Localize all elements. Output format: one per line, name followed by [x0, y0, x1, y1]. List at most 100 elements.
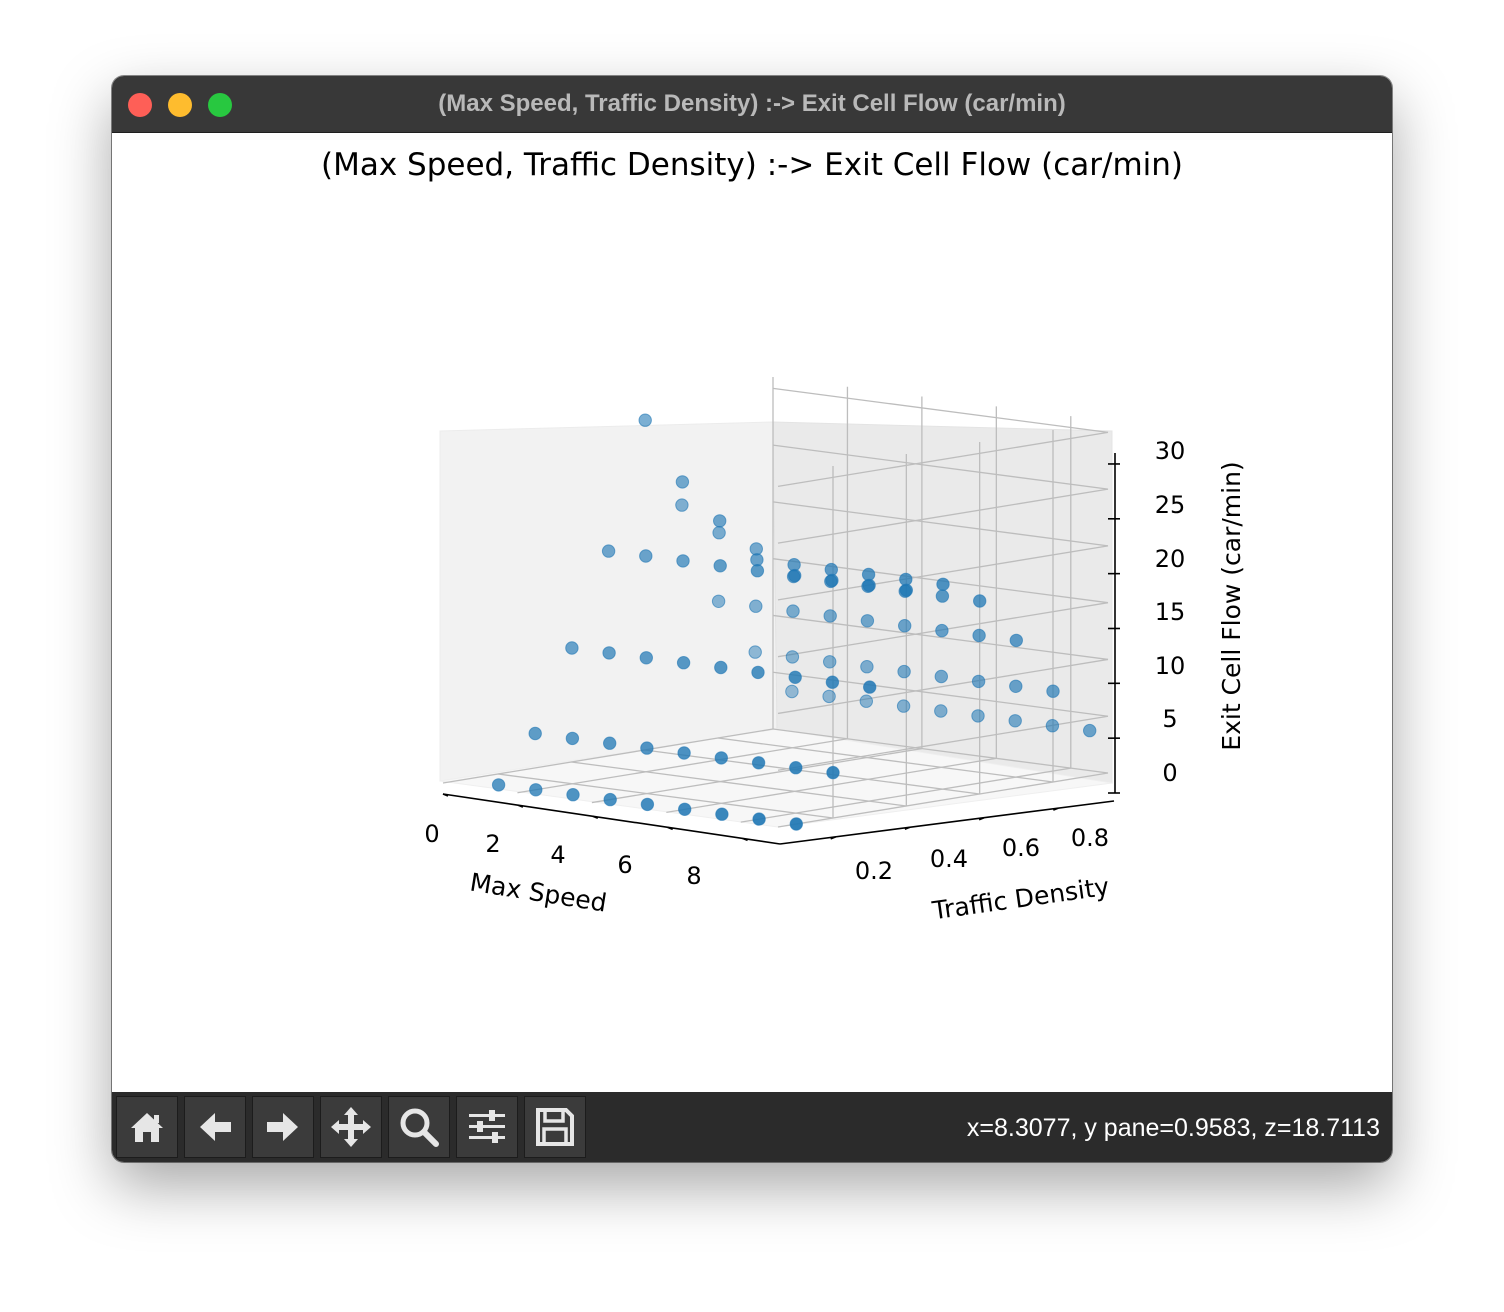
figure-canvas[interactable]: (Max Speed, Traffic Density) :-> Exit Ce… — [112, 133, 1392, 1091]
scatter-point — [1009, 679, 1023, 693]
maximize-window-button[interactable] — [208, 93, 232, 117]
scatter-point — [862, 578, 876, 593]
z-axis-label: Exit Cell Flow (car/min) — [1217, 461, 1246, 750]
scatter-point — [715, 807, 729, 821]
scatter-point — [860, 614, 875, 628]
pane-grid-line — [777, 658, 1109, 715]
scatter-point — [972, 628, 986, 643]
scatter-point — [973, 594, 987, 608]
pane-grid-line — [772, 614, 1109, 661]
scatter-point — [785, 650, 800, 664]
x-axis-tick — [667, 826, 673, 831]
scatter-point — [565, 731, 580, 746]
scatter-point — [934, 669, 948, 684]
scatter-point — [491, 778, 506, 792]
scatter-point — [711, 594, 726, 608]
pane-grid-line — [777, 545, 1109, 601]
scatter-point — [640, 741, 654, 755]
scatter-point — [603, 792, 617, 807]
scatter-point — [601, 544, 616, 558]
scatter-point — [751, 665, 765, 680]
configure-subplots-button[interactable] — [456, 1096, 518, 1158]
x-axis-tick — [517, 804, 524, 808]
pane-grid-line — [777, 772, 1109, 828]
scatter-point — [1046, 684, 1060, 698]
scatter-point — [529, 783, 543, 797]
z-tick-label: 15 — [1155, 598, 1186, 626]
scatter-point — [971, 674, 986, 689]
z-tick-label: 5 — [1162, 705, 1177, 733]
scatter-point — [749, 599, 763, 613]
scatter-point — [713, 559, 727, 573]
y-axis-tick — [830, 836, 836, 840]
scatter-point — [935, 589, 950, 603]
scatter-point — [825, 573, 839, 588]
y-axis-label: Traffic Density — [930, 872, 1112, 926]
home-button[interactable] — [116, 1096, 178, 1158]
x-tick-label: 2 — [485, 830, 500, 858]
scatter-point — [826, 765, 840, 780]
scatter-point — [823, 655, 837, 669]
scatter-point — [603, 736, 617, 750]
save-button[interactable] — [524, 1096, 586, 1158]
x-axis-line — [442, 793, 781, 845]
y-tick-label: 0.4 — [930, 845, 968, 873]
data-points — [491, 413, 1097, 831]
scatter-point — [713, 514, 727, 528]
forward-button[interactable] — [252, 1096, 314, 1158]
scatter-point — [640, 797, 655, 812]
x-tick-label: 4 — [550, 841, 565, 869]
cursor-coordinates: x=8.3077, y pane=0.9583, z=18.7113 — [966, 1114, 1380, 1142]
scatter-point — [675, 498, 689, 512]
z-tick-label: 25 — [1155, 491, 1186, 519]
scatter-point — [1008, 714, 1022, 728]
window-title: (Max Speed, Traffic Density) :-> Exit Ce… — [438, 90, 1066, 117]
scatter-3d-plot[interactable]: (Max Speed, Traffic Density) :-> Exit Ce… — [112, 133, 1392, 1091]
scatter-point — [788, 568, 802, 583]
scatter-point — [602, 646, 616, 660]
back-button[interactable] — [184, 1096, 246, 1158]
arrow-right-icon — [267, 1113, 298, 1141]
scatter-point — [1045, 719, 1060, 733]
scatter-point — [823, 609, 837, 623]
scatter-point — [896, 699, 911, 713]
axis-lines — [442, 453, 1120, 845]
zoom-button[interactable] — [388, 1096, 450, 1158]
scatter-point — [675, 475, 690, 489]
scatter-point — [936, 577, 950, 591]
floor-grid-line — [571, 761, 907, 807]
scatter-point — [825, 675, 840, 689]
y-axis-tick — [904, 826, 911, 831]
scatter-point — [822, 689, 836, 704]
app-window: (Max Speed, Traffic Density) :-> Exit Ce… — [112, 76, 1392, 1162]
scatter-point — [751, 756, 766, 770]
sliders-icon — [469, 1110, 505, 1143]
x-tick-label: 8 — [686, 862, 701, 890]
scatter-point — [897, 664, 911, 679]
scatter-point — [677, 746, 691, 760]
scatter-point — [786, 604, 800, 618]
scatter-point — [528, 726, 542, 741]
y-tick-label: 0.2 — [855, 857, 893, 885]
title-bar: (Max Speed, Traffic Density) :-> Exit Ce… — [112, 76, 1392, 133]
y-axis-tick — [1053, 807, 1059, 811]
z-tick-label: 20 — [1155, 545, 1186, 573]
pan-button[interactable] — [320, 1096, 382, 1158]
scatter-point — [898, 619, 912, 633]
scatter-point — [750, 564, 765, 578]
floor-grid-line — [644, 749, 980, 795]
z-tick-label: 0 — [1162, 759, 1177, 787]
y-tick-label: 0.8 — [1071, 824, 1109, 852]
scatter-point — [714, 751, 728, 765]
scatter-point — [676, 656, 691, 670]
back-left-pane — [439, 421, 778, 782]
scatter-point — [752, 812, 766, 826]
magnifier-icon — [400, 1108, 439, 1147]
pane-grid-line — [772, 444, 1109, 490]
arrow-left-icon — [200, 1113, 231, 1141]
scatter-point — [1009, 633, 1023, 648]
minimize-window-button[interactable] — [168, 93, 192, 117]
close-window-button[interactable] — [128, 93, 152, 117]
y-axis-tick — [978, 816, 985, 821]
scatter-point — [565, 641, 579, 655]
